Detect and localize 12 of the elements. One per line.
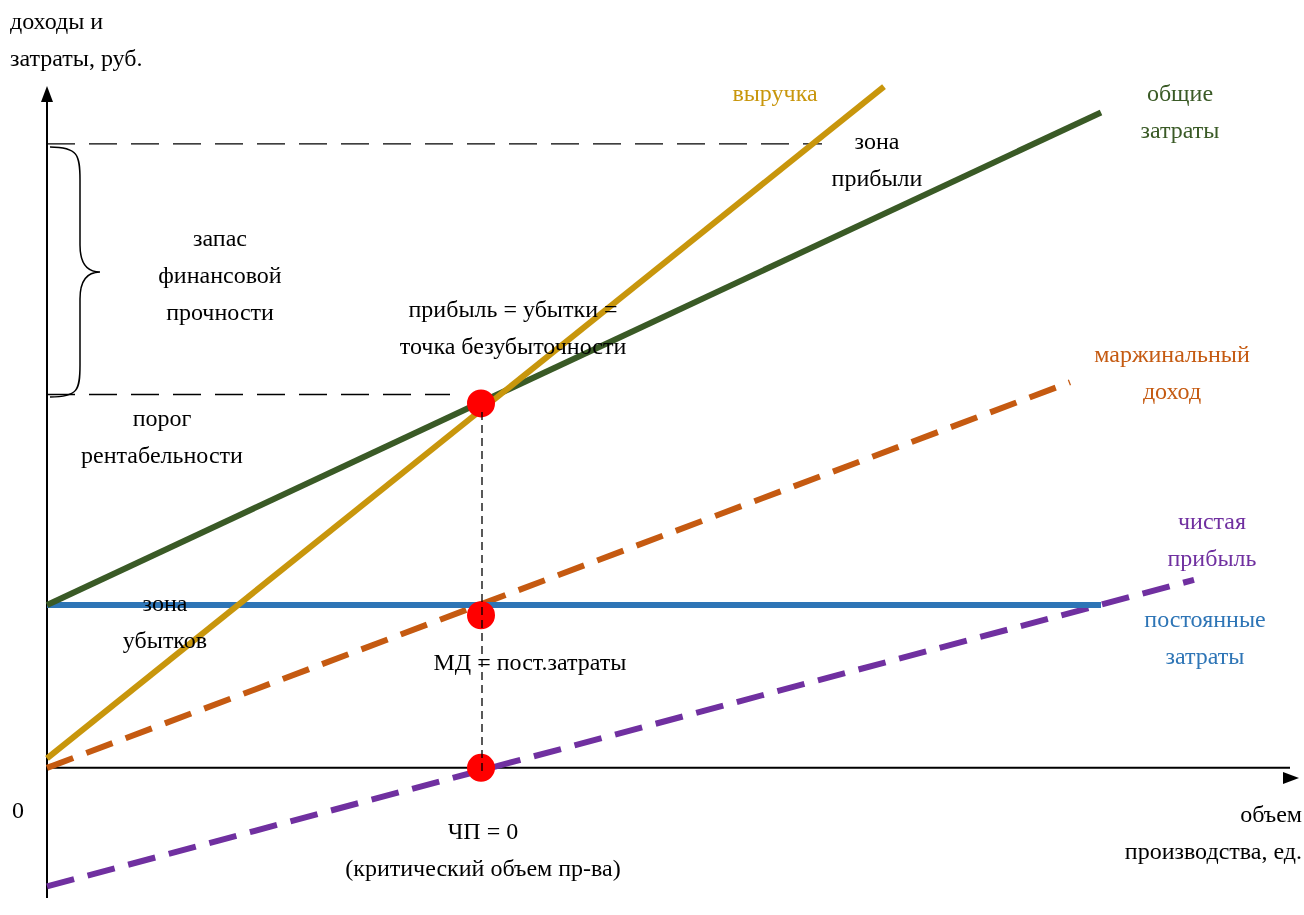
annotation: зона прибыли: [831, 127, 923, 193]
series-label: выручка: [732, 78, 818, 108]
annotation: запас финансовой прочности: [158, 223, 282, 327]
series-label: маржинальный доход: [1094, 340, 1250, 406]
y-axis-title: доходы и затраты, руб.: [10, 7, 143, 73]
series-label: общие затраты: [1140, 79, 1220, 145]
annotation: порог рентабельности: [81, 404, 243, 470]
text: 0: [12, 795, 24, 825]
annotation: ЧП = 0 (критический объем пр-ва): [345, 817, 621, 883]
series-label: постоянные затраты: [1144, 605, 1266, 671]
series-label: чистая прибыль: [1167, 507, 1257, 573]
x-axis-title: объем производства, ед.: [1124, 800, 1302, 866]
